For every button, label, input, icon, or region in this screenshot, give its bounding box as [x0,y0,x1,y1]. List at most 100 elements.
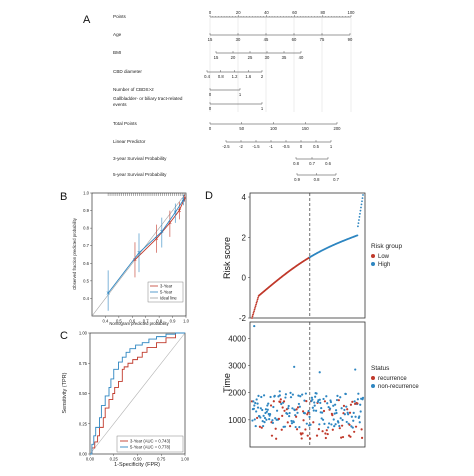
time-point-non-recurrence [290,419,293,423]
time-point-non-recurrence [289,396,293,399]
time-point-non-recurrence [334,403,337,406]
calibration-panel: Nomogram predicted probability Observed … [72,191,190,327]
nomogram-tick-label: 20 [231,55,236,60]
time-point-non-recurrence [327,422,331,425]
calibration-x-tick-label: 0.6 [129,319,135,324]
time-point-non-recurrence [334,409,338,412]
panel-label-d: D [205,190,213,202]
legend-dot-low [371,254,375,258]
nomogram-row-label: Gallbladder- or biliary tract-related [113,96,183,101]
nomogram-tick-label: -1.5 [252,144,260,149]
risk-point-low [252,313,254,316]
time-point-recurrence [274,427,277,430]
nomogram-tick-label: 40 [299,55,304,60]
time-point-recurrence [308,437,312,440]
time-point-non-recurrence [347,413,350,416]
legend-label-non-recurrence: non-recurrence [378,384,419,390]
time-point-non-recurrence [308,415,311,418]
time-point-non-recurrence [278,394,281,397]
calibration-point: × [168,220,172,227]
time-point-non-recurrence [333,425,336,428]
time-point-non-recurrence [340,407,343,410]
time-point-non-recurrence [345,420,348,424]
time-point-non-recurrence [271,419,274,422]
time-point-recurrence [304,428,307,431]
time-point-non-recurrence [294,414,297,417]
risk-y-label: Risk score [222,237,232,279]
time-point-recurrence [324,436,327,440]
nomogram-tick-label: 0 [209,106,212,111]
risk-point-low [252,312,255,314]
nomogram-row-label: Total Points [113,121,137,126]
time-y-tick-label: 3000 [228,361,246,370]
time-point-non-recurrence [318,398,321,401]
time-point-non-recurrence [254,401,257,405]
time-point-recurrence [280,428,283,431]
calibration-y-label: Observed fraction predicted probability [72,217,77,290]
time-point-non-recurrence [301,393,304,396]
time-point-non-recurrence [263,416,267,420]
nomogram-tick-label: 0 [300,144,303,149]
roc-y-label: Sensitivity (TPR) [62,372,68,413]
time-point-recurrence [353,430,356,433]
nomogram-row-label: Linear Predictor [113,139,146,144]
time-point-non-recurrence [334,423,337,426]
risk-frame [249,192,366,319]
time-point-non-recurrence [262,424,265,428]
risk-point-low [253,310,255,313]
time-point-non-recurrence [294,425,297,429]
time-point-non-recurrence [325,395,328,398]
risk-y-tick-label: 4 [242,193,247,202]
nomogram-tick-label: 50 [239,126,244,131]
time-point-non-recurrence [291,407,294,410]
time-point-non-recurrence [339,417,342,420]
time-point-non-recurrence [251,419,254,422]
nomogram-tick-label: 20 [236,10,241,15]
time-point-non-recurrence [330,423,333,426]
nomogram-tick-label: 0 [209,10,212,15]
time-point-non-recurrence [313,404,316,407]
legend-label-high: High [378,262,390,268]
time-frame [249,321,366,448]
time-point-non-recurrence [356,398,359,401]
risk-point-low [251,315,254,318]
time-point-non-recurrence [299,395,302,398]
roc-y-tick-label: 0.25 [79,421,88,426]
nomogram-tick-label: 60 [292,37,297,42]
nomogram-row-label: Number of CBDS>2 [113,87,154,92]
time-point-non-recurrence [307,409,310,413]
time-point-non-recurrence [283,425,287,428]
calibration-x-tick-label: 0.7 [143,319,149,324]
time-point-non-recurrence [265,418,268,421]
nomogram-tick-label: 150 [302,126,310,131]
time-point-non-recurrence [284,396,287,399]
time-point-non-recurrence [297,394,300,397]
time-point-non-recurrence [259,407,262,410]
time-point-non-recurrence [298,405,301,408]
time-point-non-recurrence [273,394,276,398]
time-point-recurrence [360,436,364,439]
time-point-non-recurrence [326,402,329,405]
time-point-non-recurrence [253,404,256,407]
roc-curve-5-year [90,332,185,455]
time-point-non-recurrence [323,422,326,425]
time-point-non-recurrence [315,392,318,395]
time-point-non-recurrence [269,413,272,416]
time-point-recurrence [315,434,319,437]
nomogram-tick-label: 30 [236,37,241,42]
time-point-non-recurrence [256,406,260,409]
time-point-non-recurrence [252,407,255,410]
calibration-y-tick-label: 0.8 [83,226,89,231]
risk-point-high [361,200,363,203]
time-point-recurrence [317,428,320,431]
status-legend-title: Status [371,365,390,372]
time-point-recurrence [360,428,363,431]
roc-y-tick-label: 0.75 [79,361,88,366]
time-point-recurrence [312,421,315,424]
time-point-non-recurrence [351,426,354,429]
risk-legend-title: Risk group [371,243,402,250]
time-point-recurrence [286,421,289,424]
nomogram-row-label: events [113,102,127,107]
time-point-recurrence [337,399,340,402]
